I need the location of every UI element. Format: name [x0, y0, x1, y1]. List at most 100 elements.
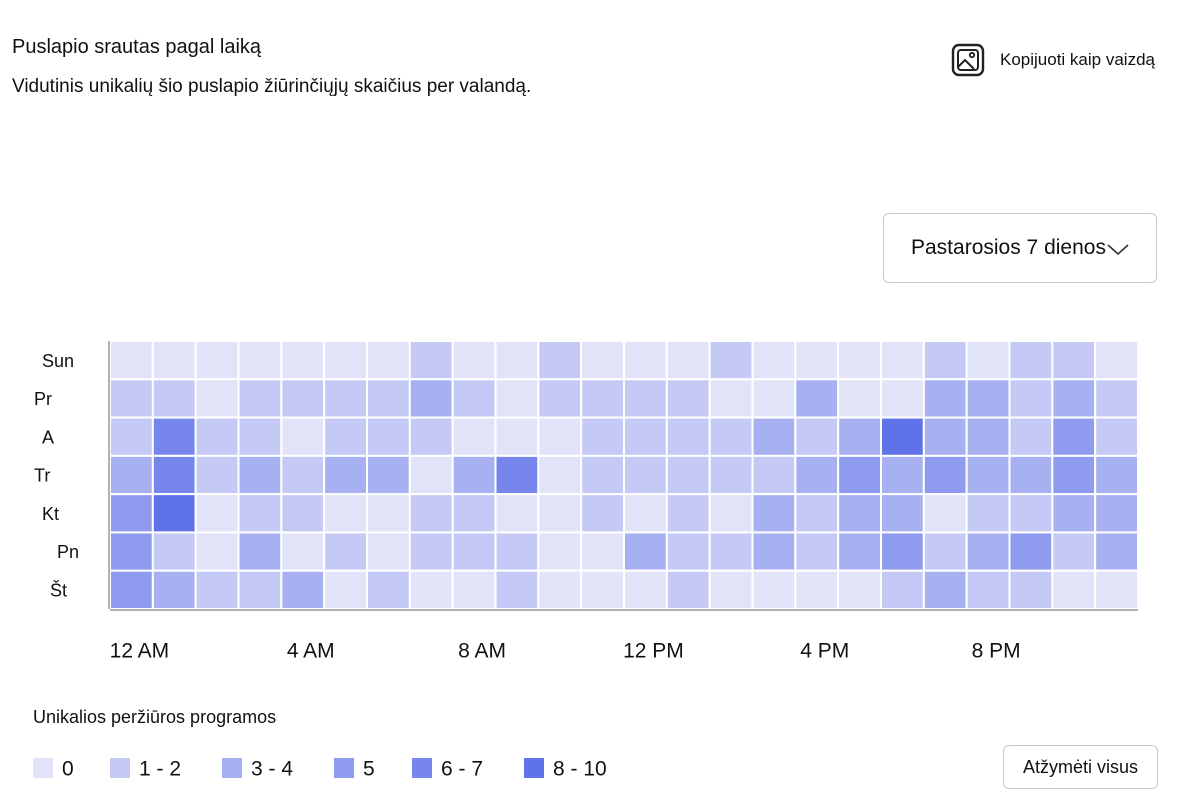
heatmap-cell [237, 378, 283, 419]
heatmap-cell [880, 416, 925, 457]
heatmap-cell [1008, 416, 1054, 457]
clear-button[interactable]: Atžymėti visus [1003, 745, 1158, 789]
row-label: Pr [34, 389, 52, 409]
heatmap-cell [751, 493, 797, 534]
heatmap-cell [280, 454, 326, 496]
heatmap-cell [794, 340, 840, 381]
heatmap-cell [151, 454, 197, 496]
heatmap-cell [922, 340, 968, 381]
heatmap-cell [323, 378, 368, 419]
heatmap-cell [451, 569, 497, 611]
heatmap-cell [580, 416, 626, 457]
heatmap-cell [237, 569, 283, 611]
heatmap-cell [751, 569, 797, 611]
heatmap-cell [366, 493, 411, 534]
legend-label: 8 - 10 [553, 758, 607, 781]
subtitle: Vidutinis unikalių šio puslapio žiūrinči… [12, 76, 532, 97]
heatmap-cell [580, 569, 626, 611]
heatmap-cell [537, 378, 583, 419]
heatmap-cell [708, 378, 754, 419]
legend-swatch [412, 758, 432, 778]
heatmap-cell [366, 531, 411, 572]
heatmap-cell [837, 493, 883, 534]
heatmap-cell [194, 416, 240, 457]
heatmap-cell [751, 340, 797, 381]
heatmap-cell [366, 569, 411, 611]
heatmap-cell [451, 531, 497, 572]
heatmap-cell [751, 416, 797, 457]
heatmap-cell [880, 454, 925, 496]
heatmap-cell [408, 531, 454, 572]
heatmap-cell [751, 531, 797, 572]
heatmap-cell [366, 416, 411, 457]
legend-title: Unikalios peržiūros programos [33, 707, 277, 727]
heatmap-cell [408, 454, 454, 496]
heatmap-cell [708, 493, 754, 534]
heatmap-cell [1094, 531, 1139, 572]
heatmap-cell [280, 416, 326, 457]
heatmap-cell [323, 454, 368, 496]
heatmap-cell [965, 493, 1011, 534]
heatmap-cell [837, 416, 883, 457]
heatmap-cell [922, 569, 968, 611]
heatmap-cell [794, 531, 840, 572]
heatmap-cell [1008, 493, 1054, 534]
heatmap-cell [280, 340, 326, 381]
heatmap-cell [494, 531, 540, 572]
heatmap-cell [965, 340, 1011, 381]
heatmap-cell [880, 378, 925, 419]
heatmap-cell [408, 378, 454, 419]
heatmap-cell [323, 416, 368, 457]
heatmap-cell [237, 340, 283, 381]
heatmap-cell [751, 454, 797, 496]
heatmap-cell [880, 493, 925, 534]
heatmap-cell [408, 340, 454, 381]
heatmap-cell [194, 493, 240, 534]
copy-label: Kopijuoti kaip vaizdą [1000, 50, 1155, 69]
row-label: A [42, 427, 54, 447]
heatmap-cell [194, 531, 240, 572]
heatmap-cell [194, 340, 240, 381]
row-label: Tr [34, 466, 50, 486]
heatmap-cell [237, 416, 283, 457]
legend-swatch [334, 758, 354, 778]
heatmap-cell [151, 340, 197, 381]
heatmap-cell [1094, 378, 1139, 419]
heatmap-cell [880, 569, 925, 611]
heatmap-cell [1094, 569, 1139, 611]
legend-swatch [33, 758, 53, 778]
heatmap-cell [794, 378, 840, 419]
heatmap-cell [837, 340, 883, 381]
heatmap-cell [537, 416, 583, 457]
heatmap-cell [151, 416, 197, 457]
heatmap-cell [794, 416, 840, 457]
row-label: Pn [57, 542, 79, 562]
heatmap-cell [623, 493, 668, 534]
range-dropdown[interactable]: Pastarosios 7 dienos [883, 213, 1157, 283]
heatmap-cell [580, 531, 626, 572]
heatmap-cell [237, 454, 283, 496]
heatmap-cell [1008, 531, 1054, 572]
legend-label: 6 - 7 [441, 758, 483, 781]
heatmap-cell [280, 378, 326, 419]
heatmap-cell [665, 378, 711, 419]
heatmap-cell [794, 454, 840, 496]
heatmap-cell [837, 531, 883, 572]
heatmap-cell [1008, 378, 1054, 419]
heatmap-cell [109, 378, 154, 419]
heatmap-cell [1094, 340, 1139, 381]
heatmap-cell [623, 569, 668, 611]
heatmap-cell [1008, 569, 1054, 611]
copy-button[interactable]: Kopijuoti kaip vaizdą [950, 42, 1155, 78]
legend-label: 1 - 2 [139, 758, 181, 781]
heatmap-cell [665, 493, 711, 534]
heatmap-cell [451, 454, 497, 496]
heatmap-cell [537, 493, 583, 534]
heatmap-cell [237, 531, 283, 572]
heatmap-cell [665, 340, 711, 381]
heatmap-cell [280, 493, 326, 534]
heatmap-cell [494, 454, 540, 496]
heatmap-cell [366, 378, 411, 419]
x-tick-label: 8 AM [458, 640, 506, 663]
